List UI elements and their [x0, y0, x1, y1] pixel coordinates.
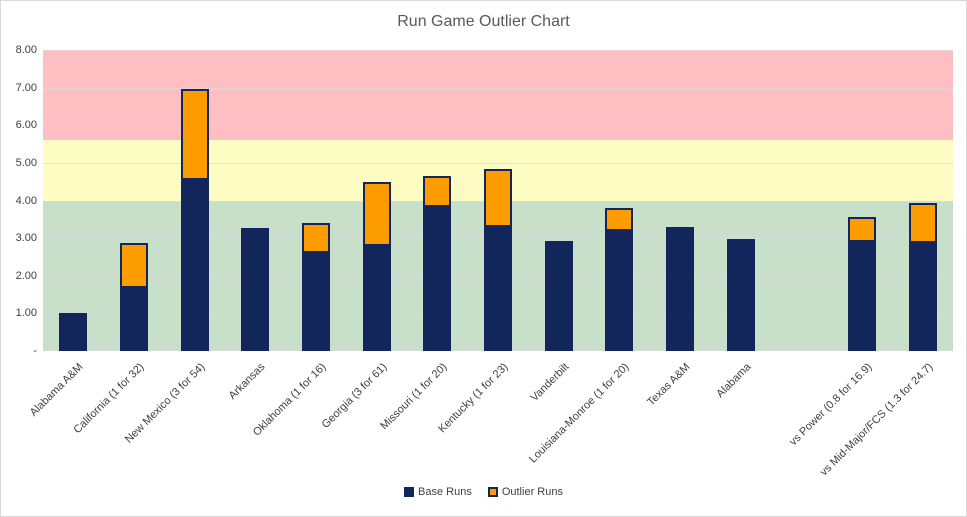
legend-label-base-runs: Base Runs	[418, 486, 472, 498]
base-runs-segment[interactable]	[180, 177, 209, 351]
base-runs-segment[interactable]	[241, 227, 270, 351]
gridline-6	[43, 125, 953, 127]
gridline-8	[43, 50, 953, 51]
outlier-runs-segment[interactable]	[362, 181, 391, 246]
base-runs-segment[interactable]	[484, 224, 512, 351]
base-runs-segment[interactable]	[423, 205, 452, 351]
y-axis-tick-label-3: 3.00	[15, 232, 37, 245]
outlier-runs-segment[interactable]	[484, 169, 512, 227]
band-red-zone	[43, 50, 953, 141]
outlier-runs-swatch-icon	[487, 487, 498, 497]
y-axis-tick-label-1: 1.00	[15, 307, 37, 320]
y-axis: - 1.00 2.00 3.00 4.00 5.00 6.00 7.00 8.00	[1, 1, 37, 516]
outlier-runs-segment[interactable]	[605, 207, 634, 232]
legend-item-outlier-runs[interactable]: Outlier Runs	[487, 486, 563, 498]
base-runs-segment[interactable]	[302, 250, 330, 351]
base-runs-segment[interactable]	[848, 240, 876, 351]
y-axis-tick-label-6: 6.00	[15, 119, 37, 132]
gridline-7	[43, 87, 953, 89]
base-runs-segment[interactable]	[59, 313, 88, 351]
plot-area	[43, 50, 953, 351]
outlier-runs-segment[interactable]	[180, 89, 209, 180]
legend: Base Runs Outlier Runs	[1, 486, 966, 498]
base-runs-segment[interactable]	[544, 241, 573, 351]
outlier-runs-segment[interactable]	[120, 242, 148, 289]
base-runs-segment[interactable]	[120, 286, 148, 351]
y-axis-tick-label-2: 2.00	[15, 269, 37, 282]
y-axis-tick-label-0: -	[33, 345, 37, 357]
base-runs-segment[interactable]	[726, 239, 755, 351]
outlier-runs-segment[interactable]	[302, 223, 330, 253]
base-runs-swatch-icon	[404, 487, 415, 497]
legend-item-base-runs[interactable]: Base Runs	[404, 486, 472, 498]
base-runs-segment[interactable]	[362, 243, 391, 351]
base-runs-segment[interactable]	[605, 229, 634, 351]
base-runs-segment[interactable]	[908, 240, 937, 351]
y-axis-tick-label-8: 8.00	[15, 44, 37, 56]
outlier-runs-segment[interactable]	[423, 176, 452, 208]
gridline-5	[43, 162, 953, 164]
y-axis-tick-label-4: 4.00	[15, 194, 37, 207]
base-runs-segment[interactable]	[666, 226, 694, 351]
legend-label-outlier-runs: Outlier Runs	[501, 486, 563, 498]
outlier-runs-segment[interactable]	[848, 217, 876, 243]
chart-title: Run Game Outlier Chart	[397, 13, 570, 30]
y-axis-tick-label-7: 7.00	[15, 81, 37, 94]
outlier-runs-segment[interactable]	[908, 203, 937, 243]
y-axis-tick-label-5: 5.00	[15, 156, 37, 169]
